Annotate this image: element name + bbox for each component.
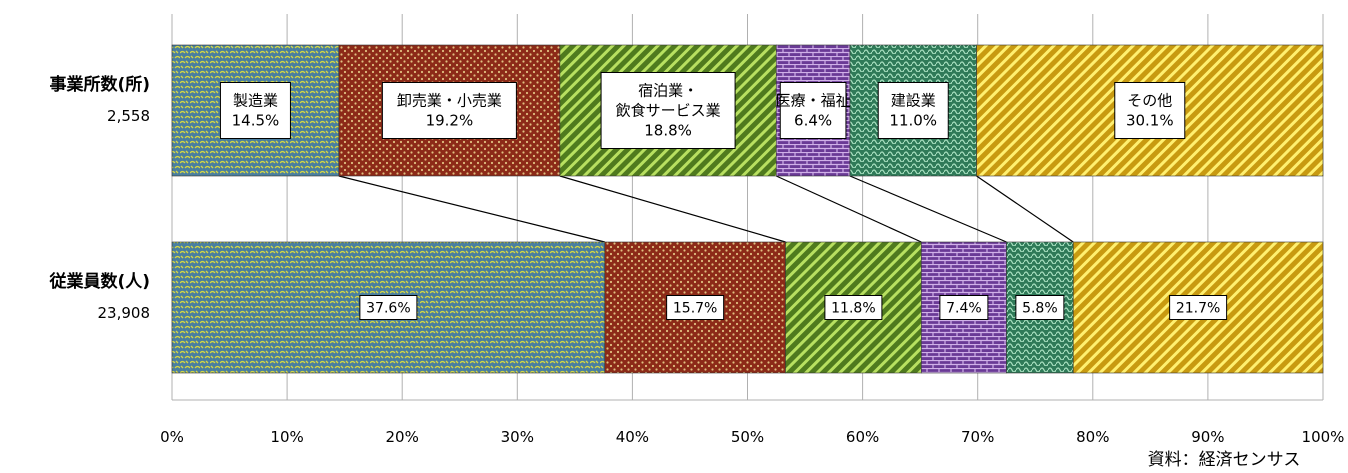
segment-label-box (219, 82, 291, 139)
segment-value-label: 7.4% (946, 301, 982, 317)
segment-label: 15.7% (666, 295, 725, 320)
segment-label-box (381, 82, 517, 139)
connector-line (338, 175, 605, 243)
segment-label: 5.8% (1015, 295, 1065, 320)
segment-label-box (1169, 295, 1228, 320)
x-tick-label: 90% (1191, 428, 1224, 446)
x-tick-label: 50% (731, 428, 764, 446)
x-tick-label: 10% (270, 428, 303, 446)
segment-value-label: 15.7% (673, 301, 717, 317)
row-label: 従業員数(人) (48, 271, 150, 292)
segment-label: 卸売業・小売業 19.2% (381, 82, 517, 139)
source-note: 資料：経済センサス (1148, 450, 1301, 470)
segment-value-label: 21.7% (1176, 301, 1220, 317)
segment-value-label: 11.0% (889, 112, 937, 130)
segment-label-box (877, 82, 949, 139)
segment-label: その他 30.1% (1114, 82, 1186, 139)
segment-category-label: 卸売業・小売業 (397, 92, 502, 110)
segment-category-label: 宿泊業・ (638, 82, 698, 100)
connector-line (776, 175, 922, 243)
segment-label-box (824, 295, 883, 320)
segment-category-label: 医療・福祉 (776, 92, 851, 110)
segment-label-box (1114, 82, 1186, 139)
row-total: 23,908 (98, 304, 151, 322)
segment-label-box (939, 295, 989, 320)
connector-line (976, 175, 1074, 243)
segment-label-box (666, 295, 725, 320)
segment-labels: 製造業 14.5% 卸売業・小売業 19.2% 宿泊業・飲食サービス業 18.8% 医療・福… (219, 72, 1228, 320)
x-tick-label: 70% (961, 428, 994, 446)
row-labels: 事業所数(所) 2,558 従業員数(人) 23,908 (48, 74, 150, 322)
segment-label: 医療・福祉 6.4% (776, 82, 851, 139)
segment-value-label: 37.6% (366, 301, 410, 317)
x-tick-label: 0% (160, 428, 184, 446)
segment-value-label: 14.5% (232, 112, 280, 130)
row-total: 2,558 (107, 107, 150, 125)
segment-value-label: 19.2% (426, 112, 474, 130)
connector-line (559, 175, 786, 243)
x-tick-label: 40% (616, 428, 649, 446)
bar-segment (559, 44, 777, 177)
segment-label-box (1015, 295, 1065, 320)
segment-label: 製造業 14.5% (219, 82, 291, 139)
segment-label: 37.6% (359, 295, 418, 320)
x-axis-ticks: 0% 10% 20% 30% 40% 50% 60% 70% 80% 90% 100% (160, 428, 1344, 446)
segment-category-label: 製造業 (233, 92, 278, 110)
segment-label: 建設業 11.0% (877, 82, 949, 139)
x-tick-label: 20% (386, 428, 419, 446)
segment-value-label: 6.4% (794, 112, 832, 130)
row-label: 事業所数(所) (49, 74, 150, 95)
x-tick-label: 100% (1302, 428, 1345, 446)
segment-value-label: 11.8% (831, 301, 875, 317)
segment-category-label: その他 (1127, 92, 1172, 110)
segment-category-label: 飲食サービス業 (616, 102, 721, 120)
segment-label: 11.8% (824, 295, 883, 320)
segment-label-box (600, 72, 736, 149)
segment-value-label: 5.8% (1022, 301, 1058, 317)
segment-value-label: 30.1% (1126, 112, 1174, 130)
x-tick-label: 60% (846, 428, 879, 446)
x-tick-label: 80% (1076, 428, 1109, 446)
segment-label: 7.4% (939, 295, 989, 320)
x-tick-label: 30% (501, 428, 534, 446)
segment-label-box (779, 82, 847, 139)
segment-label-box (359, 295, 418, 320)
segment-label: 21.7% (1169, 295, 1228, 320)
connector-line (849, 175, 1007, 243)
segment-label: 宿泊業・飲食サービス業 18.8% (600, 72, 736, 149)
segment-category-label: 建設業 (891, 92, 936, 110)
connector-lines (338, 175, 1074, 243)
segment-value-label: 18.8% (644, 122, 692, 140)
